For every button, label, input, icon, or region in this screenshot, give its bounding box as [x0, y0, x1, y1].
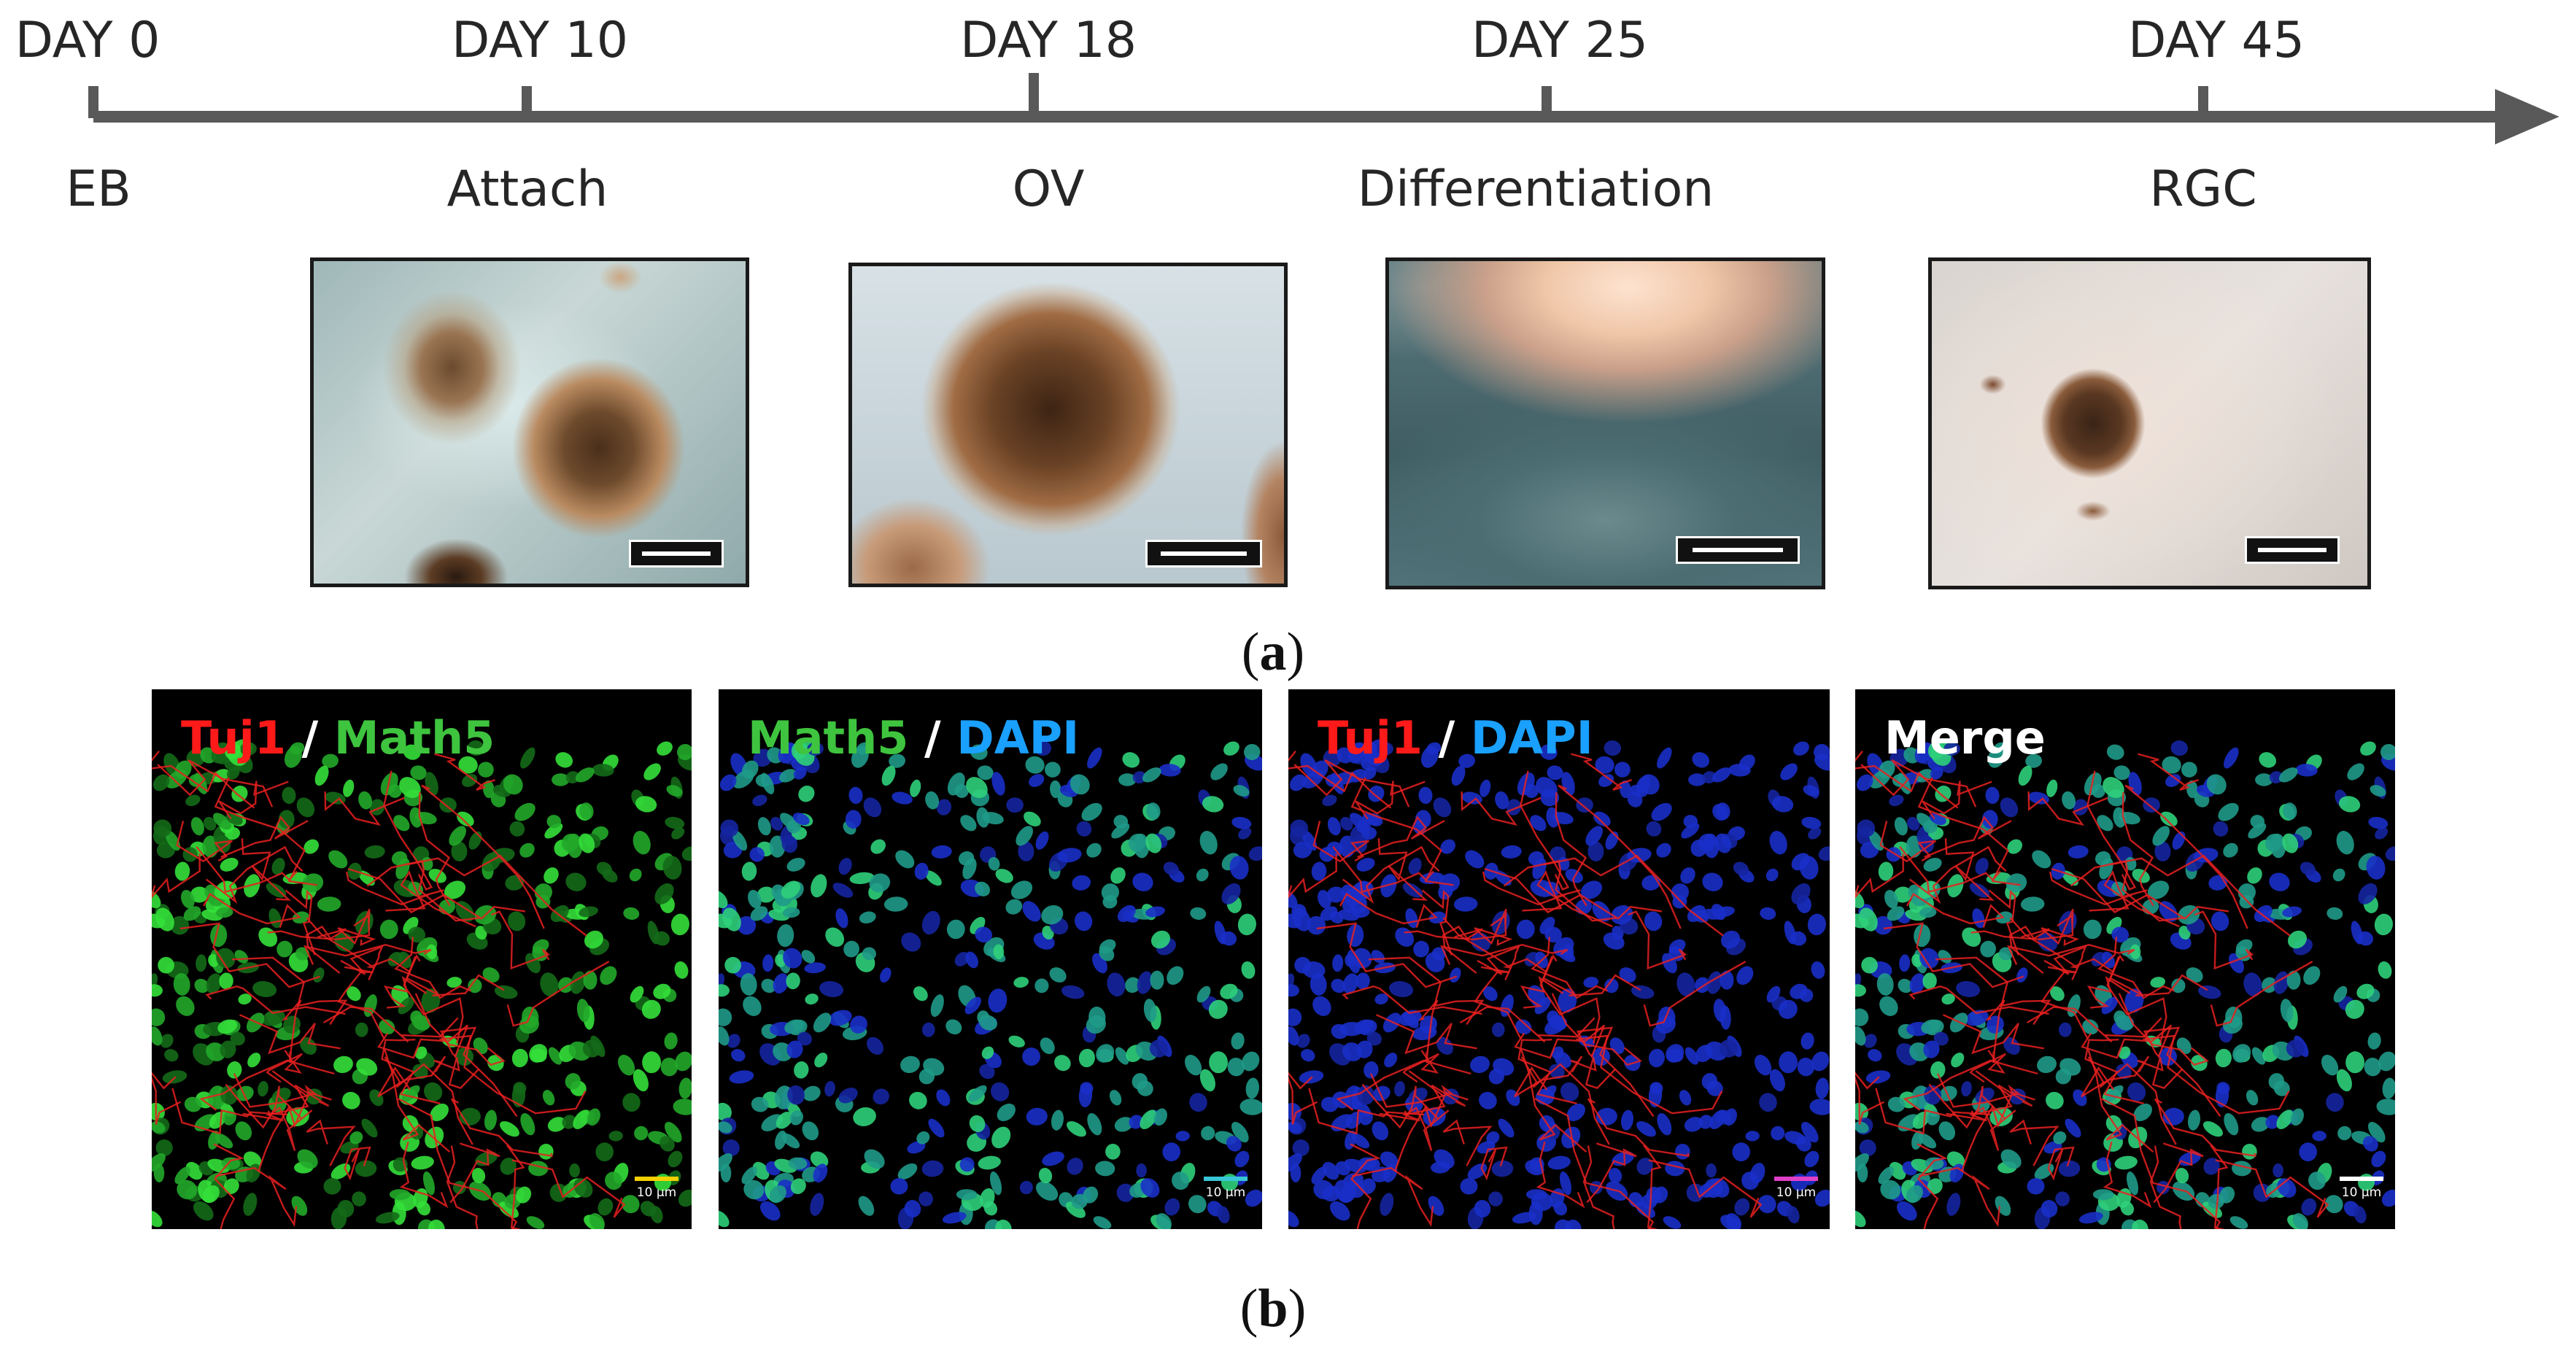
- micrograph-ov: [848, 263, 1288, 587]
- scale-bar-label: 10 µm: [636, 1185, 677, 1200]
- micrograph-rgc: [1928, 257, 2371, 589]
- scale-bar: [629, 540, 724, 568]
- scale-bar: [635, 1177, 678, 1181]
- day-label-18: DAY 18: [959, 12, 1137, 69]
- scale-bar: [2340, 1177, 2383, 1181]
- fluor-panel-tuj1-dapi: Tuj1 / DAPI 10 µm: [1288, 689, 1830, 1229]
- panel-label-b: (b): [1239, 1279, 1307, 1339]
- scale-bar-label: 10 µm: [1205, 1185, 1246, 1200]
- panel-title: Tuj1 / Math5: [181, 711, 495, 764]
- day-label-45: DAY 45: [2127, 12, 2305, 69]
- tick-day-45: [2198, 86, 2208, 118]
- scale-bar-label: 10 µm: [2341, 1185, 2382, 1200]
- fluor-panel-merge: Merge 10 µm: [1855, 689, 2395, 1229]
- tick-day-25: [1542, 86, 1552, 118]
- stage-label-rgc: RGC: [2149, 160, 2257, 218]
- scale-bar: [1204, 1177, 1248, 1181]
- micrograph-differentiation: [1385, 257, 1825, 589]
- day-label-25: DAY 25: [1471, 12, 1649, 69]
- day-label-0: DAY 0: [15, 12, 160, 69]
- stage-label-ov: OV: [1012, 160, 1085, 218]
- scale-bar-label: 10 µm: [1776, 1185, 1817, 1200]
- tick-day-18: [1029, 73, 1039, 111]
- micrograph-attach: [310, 257, 749, 587]
- tick-day-10: [522, 86, 532, 118]
- timeline-axis: [88, 73, 2559, 144]
- stage-label-attach: Attach: [446, 160, 608, 218]
- scale-bar: [1676, 536, 1800, 564]
- scale-bar: [2245, 536, 2340, 564]
- stage-label-eb: EB: [66, 160, 131, 218]
- fluor-panel-tuj1-math5: Tuj1 / Math5 10 µm: [152, 689, 692, 1229]
- fluor-panel-math5-dapi: Math5 / DAPI 10 µm: [719, 689, 1262, 1229]
- scale-bar: [1774, 1177, 1818, 1181]
- timeline-arrowhead: [2495, 89, 2559, 144]
- scale-bar: [1145, 540, 1262, 568]
- panel-title: Tuj1 / DAPI: [1318, 711, 1593, 764]
- day-label-10: DAY 10: [451, 12, 629, 69]
- tick-day-0: [88, 86, 98, 118]
- stage-label-differentiation: Differentiation: [1357, 160, 1714, 218]
- panel-title: Merge: [1884, 711, 2046, 764]
- panel-title: Math5 / DAPI: [748, 711, 1080, 764]
- panel-label-a: (a): [1241, 622, 1305, 682]
